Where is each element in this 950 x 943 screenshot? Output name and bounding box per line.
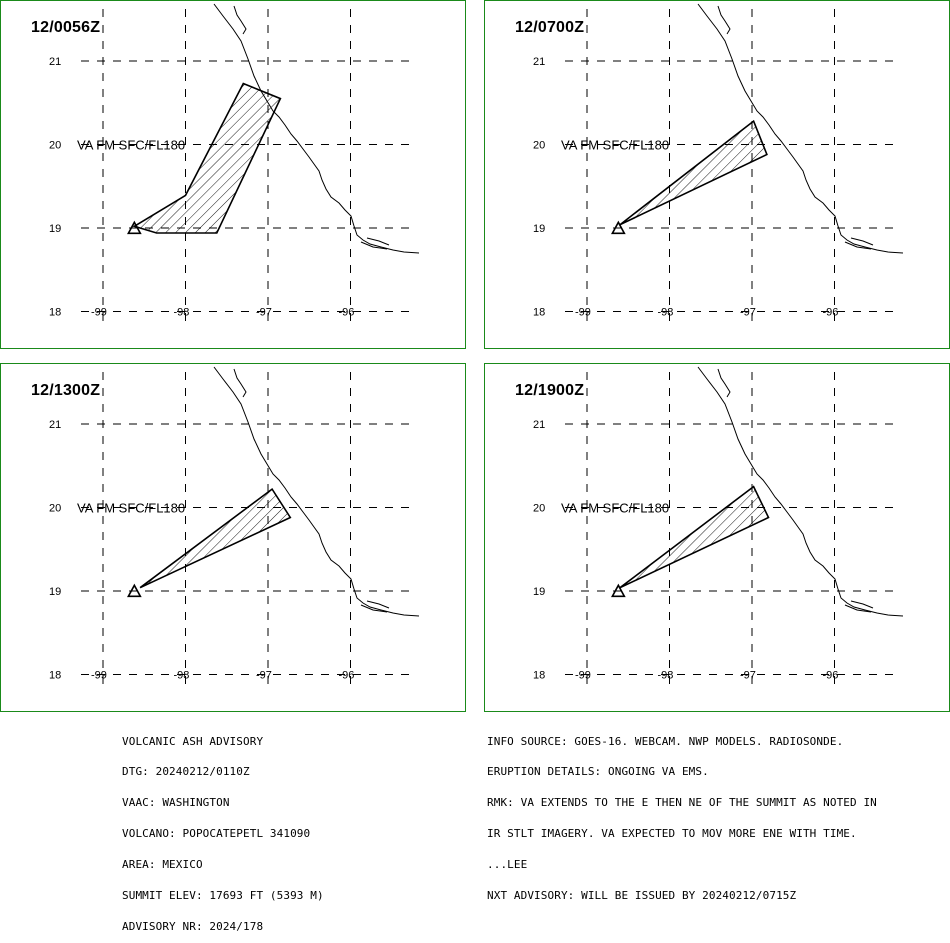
- coastline-path: [213, 3, 420, 254]
- coastline-path: [717, 5, 731, 35]
- ash-cloud-polygon: [619, 485, 770, 589]
- coastline: [697, 366, 904, 617]
- coastline-path: [213, 366, 420, 617]
- coastline-path: [850, 237, 874, 246]
- coastline-path: [233, 5, 247, 35]
- ash-altitude-label: VA FM SFC/FL180: [77, 138, 185, 153]
- lat-tick-label: 18: [49, 307, 61, 319]
- lon-tick-label: -96: [823, 307, 839, 319]
- ash-cloud-polygon: [619, 119, 768, 226]
- coastline-path: [844, 604, 872, 613]
- lon-tick-label: -99: [91, 307, 107, 319]
- lat-tick-label: 19: [533, 586, 545, 598]
- lon-tick-label: -96: [339, 307, 355, 319]
- lat-tick-label: 20: [49, 503, 61, 515]
- volcano-icon: [127, 583, 142, 598]
- lat-tick-label: 18: [533, 670, 545, 682]
- coastline-path: [717, 368, 731, 398]
- advisory-right-text: INFO SOURCE: GOES-16. WEBCAM. NWP MODELS…: [487, 716, 877, 912]
- panel-time-label: 12/0700Z: [515, 19, 585, 36]
- lat-tick-label: 19: [49, 586, 61, 598]
- map-canvas-3: 21 20 19 18 -99 -98 -97 -96 VA FM SFC/FL180: [49, 366, 420, 684]
- advisory-line: ERUPTION DETAILS: ONGOING VA EMS.: [487, 765, 709, 779]
- lon-tick-label: -99: [575, 307, 591, 319]
- advisory-line: VAAC: WASHINGTON: [122, 796, 230, 810]
- advisory-line: ADVISORY NR: 2024/178: [122, 919, 264, 933]
- lon-tick-label: -96: [823, 670, 839, 682]
- advisory-line: VOLCANO: POPOCATEPETL 341090: [122, 827, 311, 841]
- advisory-line: DTG: 20240212/0110Z: [122, 765, 250, 779]
- panel-time-label: 12/1900Z: [515, 382, 585, 399]
- lat-tick-label: 21: [49, 56, 61, 68]
- coastline-path: [697, 3, 904, 254]
- advisory-line: AREA: MEXICO: [122, 858, 203, 872]
- coastline-path: [366, 237, 390, 246]
- panel-time-label: 12/1300Z: [31, 382, 101, 399]
- coastline-path: [850, 600, 874, 609]
- lon-tick-label: -97: [256, 670, 272, 682]
- coastline: [697, 3, 904, 254]
- map-panel-2: 21 20 19 18 -99 -98 -97 -96 VA FM SFC/FL180 12/0…: [484, 0, 950, 349]
- advisory-line: NXT ADVISORY: WILL BE ISSUED BY 20240212…: [487, 889, 797, 903]
- coastline-path: [366, 600, 390, 609]
- lon-tick-label: -97: [740, 307, 756, 319]
- lon-tick-label: -98: [174, 307, 190, 319]
- lon-tick-label: -97: [256, 307, 272, 319]
- advisory-line: INFO SOURCE: GOES-16. WEBCAM. NWP MODELS…: [487, 734, 844, 748]
- coastline-path: [844, 241, 872, 250]
- lat-tick-label: 19: [533, 223, 545, 235]
- coastline: [213, 3, 420, 254]
- map-panel-4: 21 20 19 18 -99 -98 -97 -96 VA FM SFC/FL180 12/1…: [484, 363, 950, 712]
- volcano-icon: [611, 583, 626, 598]
- lon-tick-label: -99: [575, 670, 591, 682]
- lat-tick-label: 19: [49, 223, 61, 235]
- lat-tick-label: 20: [49, 140, 61, 152]
- advisory-line: IR STLT IMAGERY. VA EXPECTED TO MOV MORE…: [487, 827, 857, 841]
- advisory-left-text: VOLCANIC ASH ADVISORY DTG: 20240212/0110…: [122, 716, 324, 943]
- coastline-path: [697, 366, 904, 617]
- map-canvas-4: 21 20 19 18 -99 -98 -97 -96 VA FM SFC/FL180: [533, 366, 904, 684]
- volcano-icon: [611, 220, 626, 235]
- coastline-path: [360, 604, 388, 613]
- advisory-line: ...LEE: [487, 858, 528, 872]
- advisory-line: RMK: VA EXTENDS TO THE E THEN NE OF THE …: [487, 796, 877, 810]
- ash-altitude-label: VA FM SFC/FL180: [561, 501, 669, 516]
- advisory-line: VOLCANIC ASH ADVISORY: [122, 734, 264, 748]
- lon-tick-label: -98: [658, 307, 674, 319]
- lon-tick-label: -99: [91, 670, 107, 682]
- map-panel-3: 21 20 19 18 -99 -98 -97 -96 VA FM SFC/FL180 12/1…: [0, 363, 466, 712]
- lon-tick-label: -98: [174, 670, 190, 682]
- map-canvas-2: 21 20 19 18 -99 -98 -97 -96 VA FM SFC/FL180: [533, 3, 904, 321]
- lat-tick-label: 21: [533, 56, 545, 68]
- advisory-line: SUMMIT ELEV: 17693 FT (5393 M): [122, 889, 324, 903]
- map-panel-1: 21 20 19 18 -99 -98 -97 -96 VA FM SFC/FL180 12/0…: [0, 0, 466, 349]
- coastline-path: [360, 241, 388, 250]
- lon-tick-label: -96: [339, 670, 355, 682]
- ash-altitude-label: VA FM SFC/FL180: [77, 501, 185, 516]
- lat-tick-label: 20: [533, 503, 545, 515]
- coastline: [213, 366, 420, 617]
- lat-tick-label: 21: [49, 419, 61, 431]
- map-canvas-1: 21 20 19 18 -99 -98 -97 -96 VA FM SFC/FL180: [49, 3, 420, 321]
- volcano-icon: [127, 220, 142, 235]
- lon-tick-label: -97: [740, 670, 756, 682]
- lat-tick-label: 20: [533, 140, 545, 152]
- lat-tick-label: 21: [533, 419, 545, 431]
- ash-altitude-label: VA FM SFC/FL180: [561, 138, 669, 153]
- graticule: [81, 9, 413, 321]
- lat-tick-label: 18: [49, 670, 61, 682]
- ash-cloud-polygon: [139, 487, 292, 589]
- lon-tick-label: -98: [658, 670, 674, 682]
- coastline-path: [233, 368, 247, 398]
- ash-cloud-polygon: [132, 82, 282, 234]
- lat-tick-label: 18: [533, 307, 545, 319]
- panel-time-label: 12/0056Z: [31, 19, 101, 36]
